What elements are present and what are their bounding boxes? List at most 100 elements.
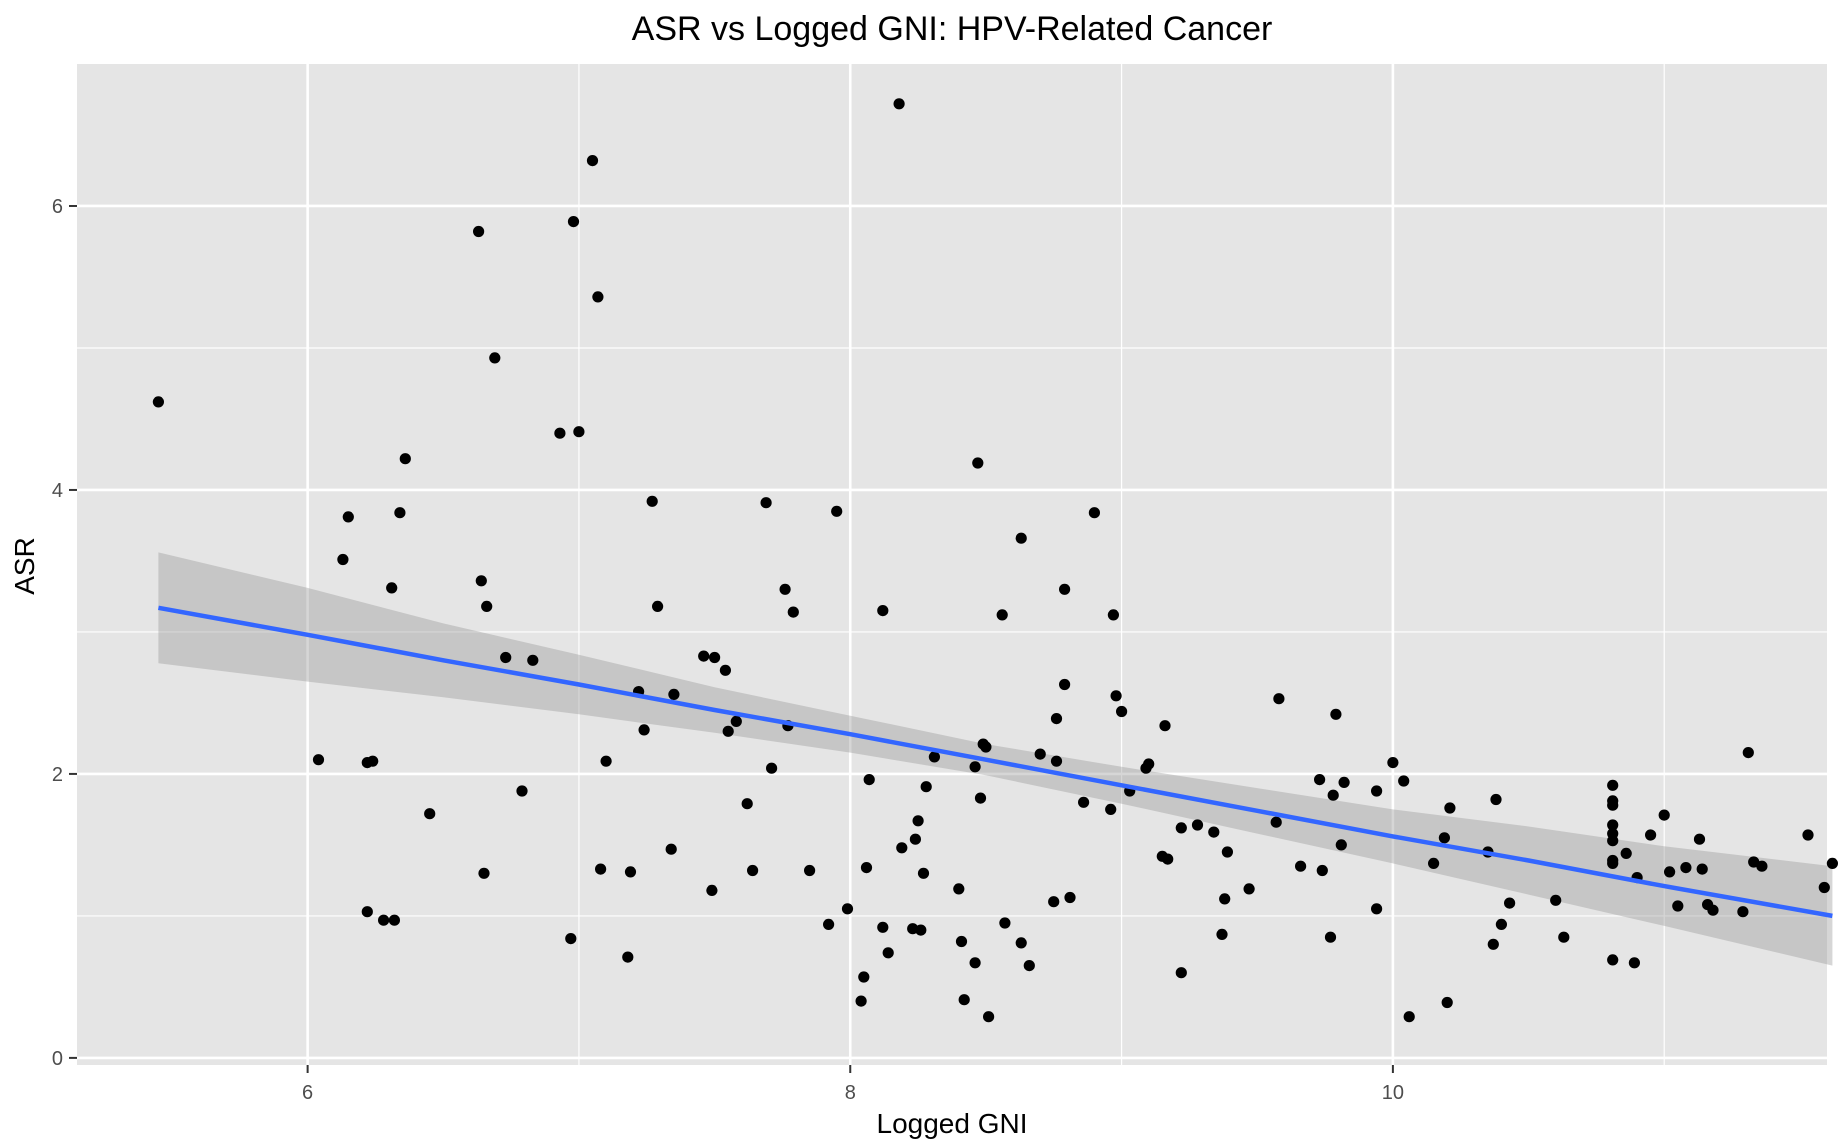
- gridlines: [77, 64, 1827, 1065]
- data-point: [1403, 1011, 1415, 1023]
- x-axis-label: Logged GNI: [877, 1108, 1028, 1139]
- data-point: [1495, 918, 1507, 931]
- data-point: [969, 957, 981, 969]
- data-point: [1273, 693, 1285, 705]
- data-point: [1110, 690, 1122, 702]
- data-point: [1628, 957, 1640, 969]
- data-point: [1023, 960, 1035, 972]
- data-point: [1645, 829, 1657, 841]
- data-point: [1371, 785, 1383, 797]
- data-point: [481, 600, 493, 613]
- data-point: [1826, 857, 1838, 870]
- data-point: [958, 994, 970, 1006]
- data-point: [1059, 678, 1071, 691]
- data-point: [882, 947, 894, 959]
- data-point: [953, 883, 965, 895]
- data-point: [1159, 720, 1171, 732]
- data-point: [152, 396, 164, 408]
- data-point: [337, 553, 349, 566]
- data-point: [1015, 937, 1027, 949]
- chart-title: ASR vs Logged GNI: HPV-Related Cancer: [632, 10, 1273, 48]
- data-point: [1550, 894, 1562, 906]
- data-point: [823, 918, 835, 931]
- data-point: [399, 453, 411, 465]
- data-point: [554, 427, 566, 439]
- data-point: [1756, 860, 1768, 872]
- data-point: [516, 785, 528, 797]
- data-point: [386, 582, 398, 594]
- data-point: [1270, 816, 1282, 828]
- data-point: [624, 866, 637, 878]
- data-point: [1048, 896, 1060, 908]
- data-point: [1658, 809, 1670, 821]
- data-point: [1438, 832, 1450, 844]
- data-point: [1742, 747, 1754, 759]
- data-point: [1088, 507, 1100, 519]
- data-point: [766, 762, 778, 774]
- data-point: [1607, 819, 1619, 831]
- data-point: [1737, 906, 1749, 918]
- data-point: [1802, 829, 1814, 841]
- data-point: [1034, 748, 1046, 760]
- data-point: [909, 833, 922, 845]
- data-point: [1191, 819, 1204, 831]
- data-point: [741, 798, 753, 810]
- data-point: [527, 654, 539, 666]
- data-point: [972, 457, 984, 469]
- data-point: [1314, 774, 1326, 786]
- data-point: [841, 903, 854, 915]
- data-point: [863, 774, 875, 786]
- x-tick-label: 8: [845, 1082, 856, 1104]
- data-point: [912, 815, 924, 827]
- data-point: [747, 864, 759, 877]
- data-point: [378, 914, 390, 926]
- data-point: [595, 863, 607, 875]
- data-point: [996, 609, 1008, 621]
- data-point: [1059, 583, 1071, 595]
- data-point: [920, 781, 932, 793]
- data-point: [600, 755, 612, 767]
- data-point: [1143, 758, 1155, 770]
- y-axis-label: ASR: [9, 537, 40, 595]
- data-point: [974, 792, 987, 804]
- data-point: [955, 935, 968, 948]
- data-point: [1398, 775, 1410, 787]
- data-point: [917, 867, 930, 879]
- regression-line: [157, 605, 1833, 919]
- data-point: [1607, 954, 1619, 966]
- data-point: [1216, 928, 1228, 941]
- data-point: [367, 755, 379, 767]
- data-point: [1672, 900, 1684, 912]
- data-point: [969, 761, 981, 773]
- data-point: [1371, 903, 1383, 915]
- data-point: [1324, 931, 1337, 943]
- data-point: [1620, 847, 1632, 860]
- data-point: [1107, 609, 1119, 621]
- data-point: [1387, 757, 1399, 769]
- data-point: [665, 843, 677, 855]
- data-point: [1243, 883, 1255, 895]
- data-point: [1338, 776, 1350, 789]
- data-point: [1558, 931, 1570, 943]
- data-point: [855, 995, 867, 1007]
- data-point: [1105, 803, 1117, 816]
- plot-panel: [77, 64, 1827, 1065]
- data-point: [342, 511, 354, 523]
- data-point: [831, 505, 843, 517]
- data-point: [1175, 822, 1187, 834]
- data-point: [1441, 996, 1453, 1009]
- y-tick-label: 0: [52, 1048, 63, 1070]
- data-point: [668, 688, 680, 701]
- data-point: [1335, 839, 1347, 851]
- data-point: [999, 917, 1011, 929]
- y-tick-label: 6: [52, 196, 63, 218]
- data-point: [1327, 789, 1339, 801]
- data-point: [1175, 967, 1187, 979]
- data-point: [1050, 755, 1063, 767]
- data-point: [858, 971, 870, 983]
- data-point: [706, 884, 718, 897]
- data-point: [877, 605, 889, 617]
- data-point: [638, 724, 650, 736]
- data-point: [779, 583, 791, 595]
